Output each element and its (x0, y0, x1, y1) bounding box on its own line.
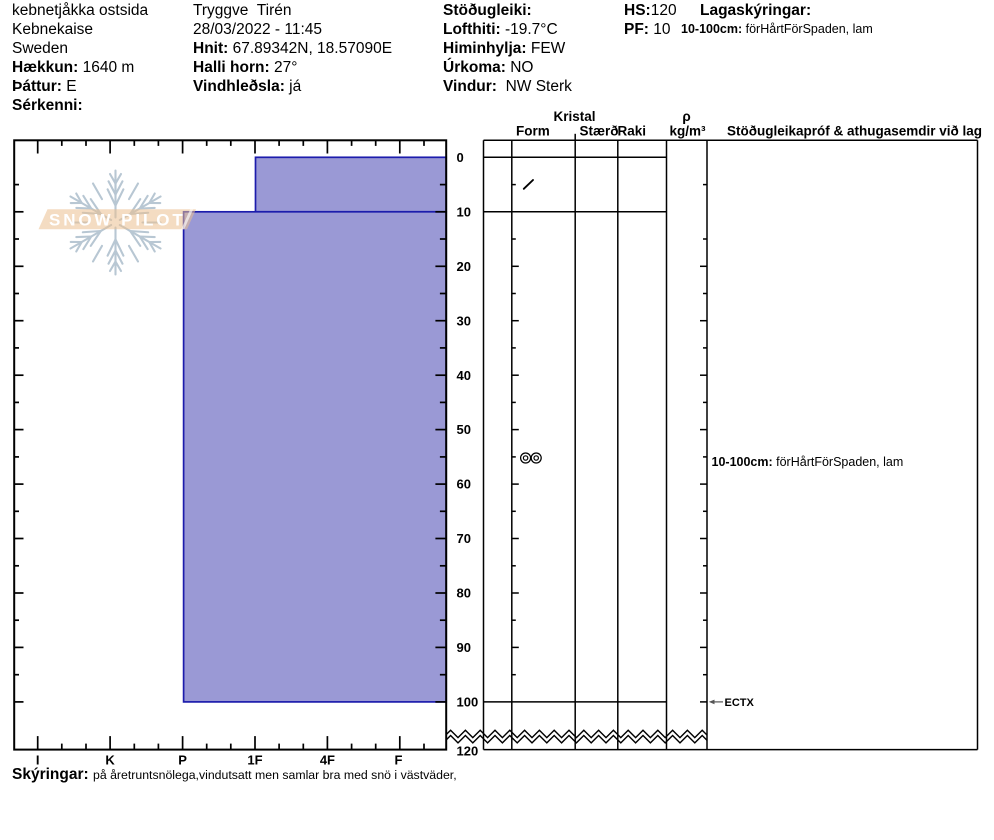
svg-text:P: P (178, 753, 187, 768)
svg-text:K: K (105, 753, 115, 768)
svg-text:4F: 4F (320, 753, 335, 768)
svg-text:Stöðugleikapróf & athugasemdir: Stöðugleikapróf & athugasemdir við lag (727, 124, 982, 139)
svg-text:90: 90 (457, 640, 471, 655)
svg-text:I: I (36, 753, 40, 768)
svg-text:70: 70 (457, 531, 471, 546)
svg-text:10-100cm: förHårtFörSpaden, la: 10-100cm: förHårtFörSpaden, lam (712, 455, 904, 469)
svg-text:Raki: Raki (618, 124, 647, 139)
svg-text:Kristal: Kristal (553, 109, 595, 124)
svg-text:10: 10 (457, 204, 471, 219)
svg-text:120: 120 (457, 744, 479, 759)
svg-text:Form: Form (516, 124, 550, 139)
svg-text:kg/m³: kg/m³ (669, 124, 706, 139)
svg-text:80: 80 (457, 586, 471, 601)
svg-text:Stærð: Stærð (580, 124, 619, 139)
svg-text:0: 0 (457, 150, 464, 165)
svg-text:ρ: ρ (682, 109, 690, 124)
svg-text:1F: 1F (247, 753, 262, 768)
svg-text:60: 60 (457, 477, 471, 492)
svg-text:100: 100 (457, 695, 479, 710)
svg-text:ECTX: ECTX (725, 697, 755, 709)
svg-text:40: 40 (457, 368, 471, 383)
svg-text:SNOW PILOT: SNOW PILOT (49, 210, 186, 229)
svg-text:F: F (395, 753, 403, 768)
svg-text:50: 50 (457, 422, 471, 437)
svg-text:20: 20 (457, 259, 471, 274)
svg-text:30: 30 (457, 313, 471, 328)
